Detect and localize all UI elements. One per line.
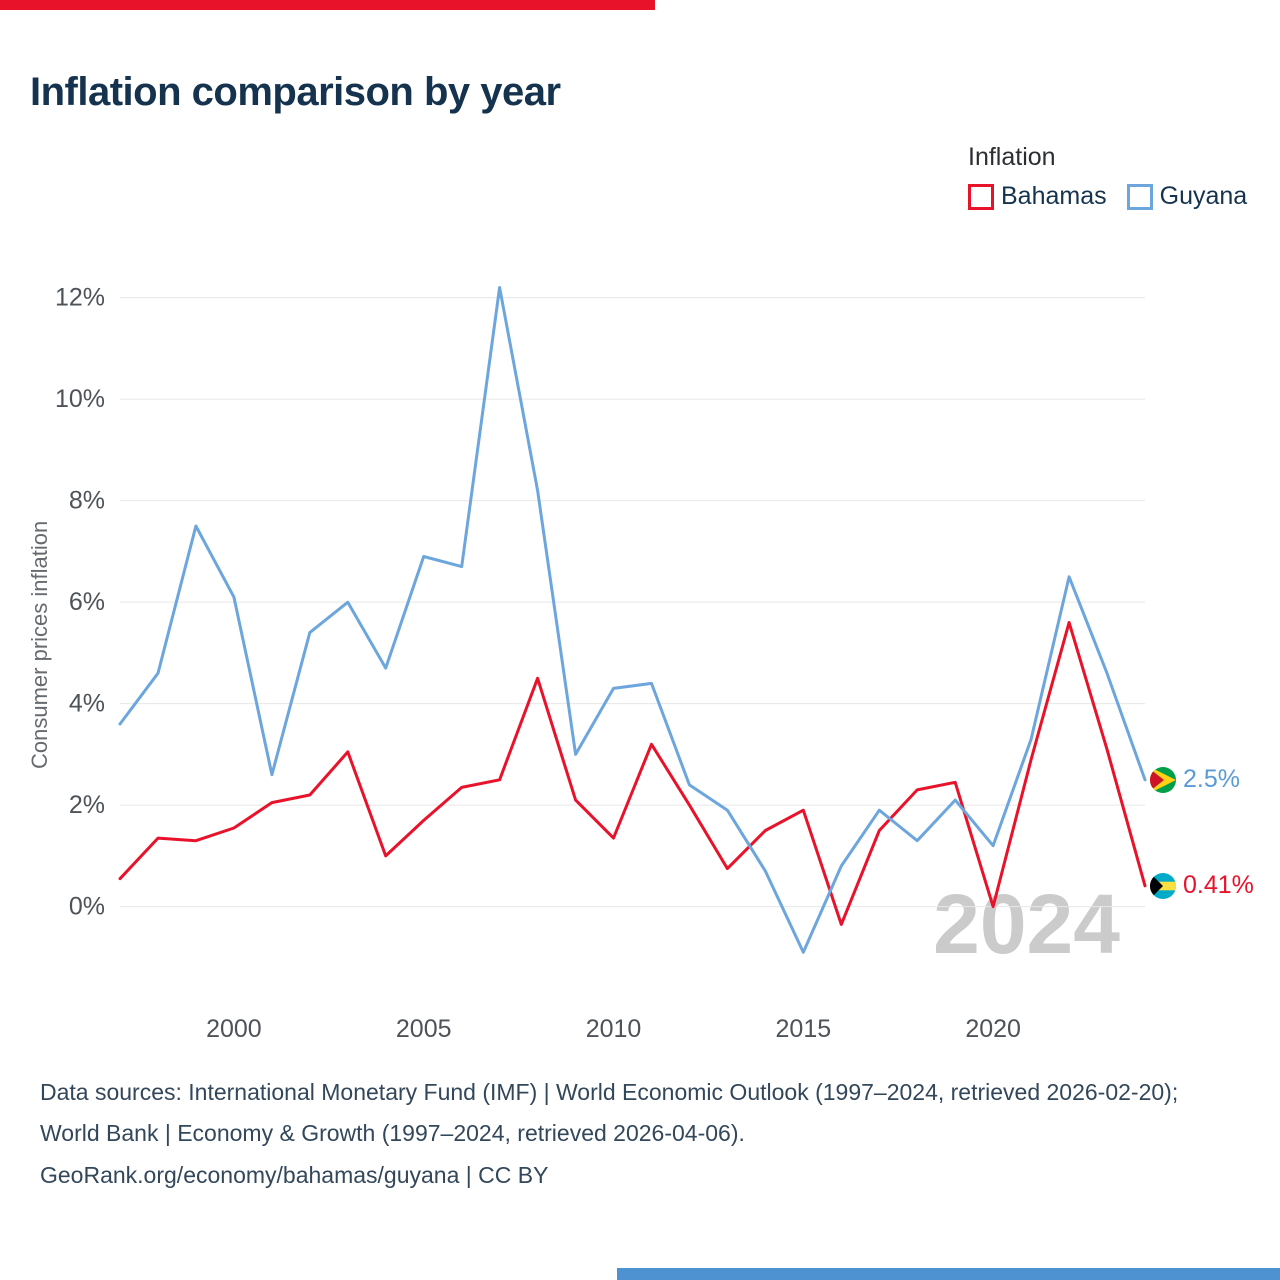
svg-text:2015: 2015 (776, 1015, 832, 1043)
svg-text:6%: 6% (69, 588, 105, 616)
top-accent-bar (0, 0, 1280, 10)
guyana-series-swatch-icon (1126, 183, 1153, 210)
svg-text:10%: 10% (55, 385, 105, 413)
end-label-value: 0.41% (1183, 871, 1254, 900)
attribution-text: GeoRank.org/economy/bahamas/guyana | CC … (40, 1161, 549, 1188)
bahamas-series-swatch-icon (968, 183, 994, 210)
top-accent-bar-fill (0, 0, 656, 10)
guyana-flag-icon (1150, 766, 1176, 793)
chart-svg: 0% 2% 4% 6% 8% 10% 12% 2000 2005 2010 2015 2020 (55, 284, 1147, 1043)
bottom-accent-bar (0, 1268, 1280, 1280)
legend-item-guyana[interactable]: Guyana (1126, 182, 1248, 211)
legend-item-label: Bahamas (1001, 182, 1107, 210)
page-title: Inflation comparison by year (30, 70, 561, 114)
svg-text:2020: 2020 (965, 1015, 1021, 1043)
svg-text:2010: 2010 (586, 1015, 642, 1043)
svg-text:2000: 2000 (206, 1015, 262, 1043)
legend-item-bahamas[interactable]: Bahamas (968, 182, 1107, 211)
legend-item-label: Guyana (1159, 182, 1248, 210)
legend-items: Bahamas Guyana (968, 182, 1247, 211)
end-label-guyana: 2.5% (1150, 765, 1240, 795)
legend: Inflation Bahamas Guyana (968, 143, 1247, 211)
chart-area: Consumer prices inflation 2024 0% 2% 4% 6% 8… (0, 250, 1280, 1050)
bahamas-flag-icon (1150, 872, 1176, 899)
svg-text:4%: 4% (69, 690, 105, 718)
bottom-accent-bar-fill (616, 1268, 1280, 1280)
watermark-year: 2024 (933, 877, 1120, 971)
legend-title: Inflation (968, 143, 1056, 171)
data-sources-text: Data sources: International Monetary Fun… (40, 1079, 1179, 1147)
footer: Data sources: International Monetary Fun… (40, 1072, 1240, 1196)
end-label-value: 2.5% (1183, 765, 1240, 794)
svg-text:0%: 0% (69, 893, 105, 921)
svg-text:2005: 2005 (396, 1015, 452, 1043)
svg-text:12%: 12% (55, 284, 105, 312)
end-label-bahamas: 0.41% (1150, 871, 1254, 901)
svg-text:2%: 2% (69, 791, 105, 819)
svg-text:8%: 8% (69, 487, 105, 515)
